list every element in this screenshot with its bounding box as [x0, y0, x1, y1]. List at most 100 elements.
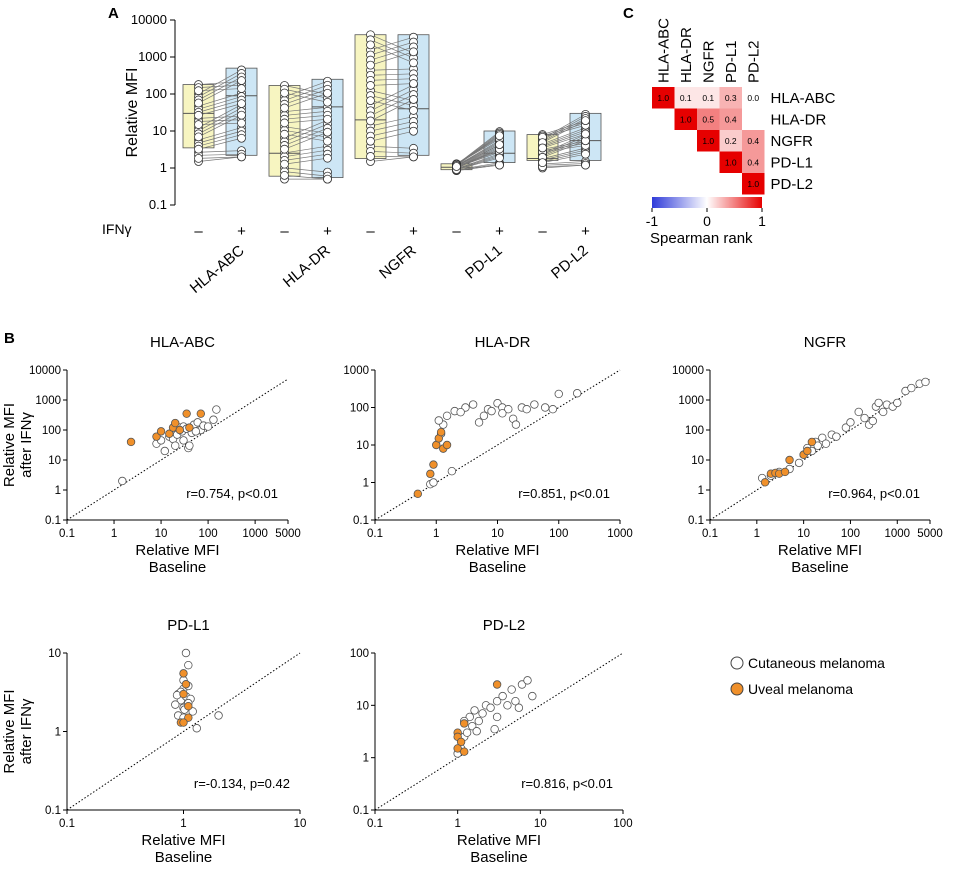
heatmap-cell-value: 1.0 [725, 157, 737, 167]
panel-label-a: A [108, 5, 119, 22]
paired-line [284, 133, 328, 142]
x-tick-label: 100 [549, 528, 568, 540]
x-axis-label: Relative MFI [778, 542, 862, 559]
x-tick-label: 10 [797, 528, 810, 540]
paired-line [198, 92, 242, 107]
sample-point [323, 88, 332, 98]
x-axis-label: Baseline [791, 559, 849, 576]
x-tick-label: 10 [491, 528, 504, 540]
paired-line [284, 92, 328, 103]
paired-line [456, 151, 500, 168]
paired-line [370, 90, 414, 102]
y-tick-label: 10000 [672, 365, 704, 377]
y-tick-label: 1000 [343, 365, 369, 377]
paired-line [284, 106, 328, 113]
y-tick-label: 10 [48, 648, 61, 660]
x-tick-label: 5000 [275, 528, 301, 540]
cutaneous-point [846, 418, 855, 427]
sample-point [581, 160, 590, 170]
paired-line [198, 76, 242, 101]
cutaneous-point [479, 411, 489, 421]
cutaneous-point [184, 660, 193, 670]
uveal-point [152, 432, 161, 441]
uveal-point [165, 429, 174, 438]
colorbar-tick-label: 0 [703, 213, 711, 229]
panel-label-b: B [4, 330, 15, 347]
cutaneous-point [442, 411, 452, 421]
paired-line [198, 99, 242, 113]
y-tick-label: 100 [350, 648, 369, 660]
treatment-symbol: – [280, 223, 289, 240]
uveal-point [460, 719, 469, 728]
heatmap-cell [719, 108, 742, 130]
paired-line [198, 81, 242, 85]
correlation-annotation: r=0.816, p<0.01 [521, 776, 613, 791]
paired-line [198, 96, 242, 110]
heatmap-row-label-PD-L2: PD-L2 [771, 176, 814, 193]
heatmap-cell [742, 173, 765, 195]
paired-line [370, 100, 414, 111]
y-axis-label: Relative MFI [1, 403, 18, 487]
treatment-symbol: + [495, 223, 504, 240]
sample-point [280, 144, 289, 154]
paired-line [542, 136, 586, 155]
treatment-symbol: + [323, 223, 332, 240]
paired-line [542, 163, 586, 166]
sample-point [538, 143, 547, 153]
uveal-point [179, 689, 188, 699]
x-tick-label: 100 [199, 528, 218, 540]
cutaneous-point [794, 458, 804, 468]
paired-line [542, 161, 586, 165]
sample-point [495, 153, 504, 163]
cutaneous-point [185, 441, 194, 450]
paired-line [542, 151, 586, 162]
paired-line [284, 145, 328, 154]
sample-point [237, 152, 246, 162]
scatter-title: HLA-ABC [150, 334, 215, 351]
cutaneous-point [212, 405, 221, 414]
paired-line [284, 119, 328, 139]
sample-point [280, 103, 289, 113]
sample-point [280, 88, 289, 98]
x-tick-label: 0.1 [367, 528, 383, 540]
treatment-symbol: – [452, 223, 461, 240]
uveal-point [442, 440, 452, 450]
cutaneous-point [490, 724, 499, 734]
paired-line [542, 118, 586, 142]
x-tick-label: 10 [534, 818, 547, 830]
paired-line [284, 114, 328, 120]
cutaneous-point [181, 648, 191, 658]
cutaneous-point [118, 476, 127, 486]
sample-point [237, 110, 246, 120]
paired-line [284, 118, 328, 124]
cutaneous-point [474, 418, 484, 427]
paired-line [284, 157, 328, 165]
paired-line [542, 147, 586, 159]
paired-line [198, 107, 242, 132]
uveal-point [453, 744, 462, 753]
uveal-point [179, 718, 188, 727]
x-tick-label: 100 [841, 528, 860, 540]
sample-point [194, 154, 203, 163]
legend-marker-cutaneous [730, 656, 744, 670]
x-tick-label: 100 [613, 818, 632, 830]
x-tick-label: 1 [433, 528, 439, 540]
sample-point [280, 170, 289, 180]
legend-marker-uveal [730, 682, 744, 696]
paired-line [542, 153, 586, 163]
cutaneous-point [486, 703, 495, 712]
scatter-title: NGFR [804, 334, 847, 351]
cutaneous-point [504, 405, 513, 414]
sample-point [409, 95, 418, 104]
paired-line [198, 134, 242, 147]
paired-line [542, 129, 586, 146]
scatter-title: PD-L1 [167, 617, 210, 634]
paired-line [456, 142, 500, 167]
paired-line [370, 95, 414, 106]
x-tick-label: 0.1 [59, 528, 75, 540]
y-tick-label: 1000 [678, 395, 704, 407]
paired-line [198, 111, 242, 135]
paired-line [198, 84, 242, 88]
paired-line [370, 39, 414, 59]
paired-line [198, 114, 242, 138]
